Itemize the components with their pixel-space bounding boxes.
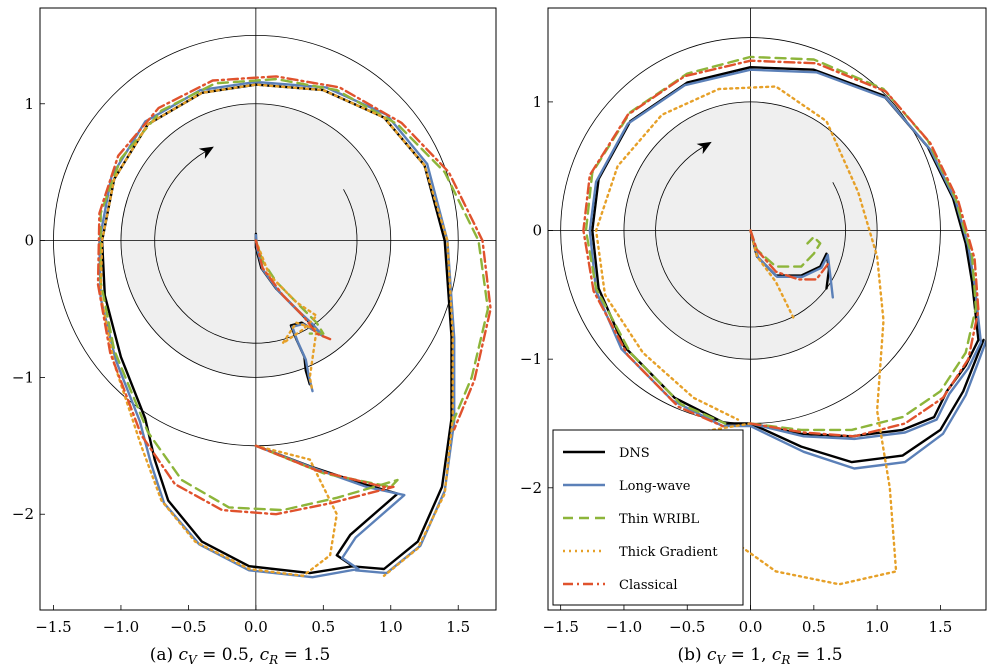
plot-area	[548, 8, 986, 610]
series-thick-gradient-outer	[594, 85, 898, 586]
series-thick-gradient-outer	[99, 83, 454, 577]
y-tick-label: −1	[520, 350, 542, 368]
legend-label-thin-wribl: Thin WRIBL	[619, 512, 700, 527]
legend-label-classical: Classical	[619, 578, 678, 593]
panel-b: −1.5 −1.0 −0.5 0.0 0.5 1.0 1.510−1−2(b) cV = 1…	[520, 7, 987, 667]
caption-v-value: = 1,	[725, 645, 772, 665]
series-classical-outer	[582, 59, 980, 438]
rotation-arrow-head	[696, 141, 712, 155]
y-tick-label: −1	[12, 368, 34, 386]
x-tick-label: 1.5	[928, 618, 952, 636]
y-tick-label: −2	[12, 505, 34, 523]
caption-r-value: = 1.5	[278, 645, 330, 665]
plot-frame	[39, 7, 497, 611]
caption-c: c	[772, 645, 782, 665]
x-tick-label: −1.5	[542, 618, 578, 636]
series-classical	[749, 229, 831, 281]
legend-label-thick-gradient: Thick Gradient	[619, 545, 718, 560]
caption-v-value: = 0.5,	[197, 645, 260, 665]
caption-prefix: (a)	[150, 645, 179, 665]
series-classical-outer	[96, 75, 492, 516]
x-tick-label: −0.5	[669, 618, 705, 636]
rotation-arrow-head	[198, 146, 214, 159]
caption-r-sub: R	[780, 653, 790, 667]
series-thin-wribl-outer	[584, 55, 978, 432]
series-classical	[254, 239, 332, 341]
rotation-arc	[154, 151, 358, 344]
x-tick-label: 0.0	[244, 618, 268, 636]
caption-r-sub: R	[268, 653, 278, 667]
legend-label-dns: DNS	[619, 446, 650, 461]
series-long-wave-outer	[588, 68, 986, 470]
x-tick-label: 1.0	[865, 618, 889, 636]
x-tick-label: 0.0	[739, 618, 763, 636]
legend: DNS Long-wave Thin WRIBL Thick Gradient Clas…	[552, 429, 744, 606]
plot-frame	[547, 7, 987, 611]
series-thin-wribl-outer	[99, 77, 490, 512]
rotation-arc	[655, 146, 846, 328]
plot-area	[40, 8, 496, 610]
x-tick-label: 1.5	[446, 618, 470, 636]
panel-caption: (b) cV = 1, cR = 1.5	[677, 645, 842, 667]
y-tick-label: 1	[532, 93, 542, 111]
series-thick-gradient	[749, 229, 796, 322]
panel-a: −1.5 −1.0 −0.5 0.0 0.5 1.0 1.510−1−2(a) cV = 0…	[12, 7, 497, 667]
x-tick-label: −1.5	[35, 618, 71, 636]
caption-c: c	[707, 645, 717, 665]
caption-v-sub: V	[188, 653, 198, 667]
legend-label-long-wave: Long-wave	[619, 479, 691, 494]
caption-v-sub: V	[717, 653, 727, 667]
series-dns-outer	[100, 83, 453, 575]
x-tick-label: −1.0	[606, 618, 642, 636]
caption-c: c	[179, 645, 189, 665]
series-thick-gradient	[254, 239, 318, 393]
caption-r-value: = 1.5	[790, 645, 842, 665]
panel-caption: (a) cV = 0.5, cR = 1.5	[150, 645, 331, 667]
y-tick-label: 0	[24, 232, 34, 250]
caption-c: c	[260, 645, 270, 665]
x-tick-label: 0.5	[802, 618, 826, 636]
y-tick-label: 0	[532, 222, 542, 240]
x-tick-label: 1.0	[379, 618, 403, 636]
x-tick-label: 0.5	[311, 618, 335, 636]
y-tick-label: 1	[24, 95, 34, 113]
y-tick-label: −2	[520, 479, 542, 497]
x-tick-label: −0.5	[170, 618, 206, 636]
x-tick-label: −1.0	[103, 618, 139, 636]
caption-prefix: (b)	[677, 645, 707, 665]
